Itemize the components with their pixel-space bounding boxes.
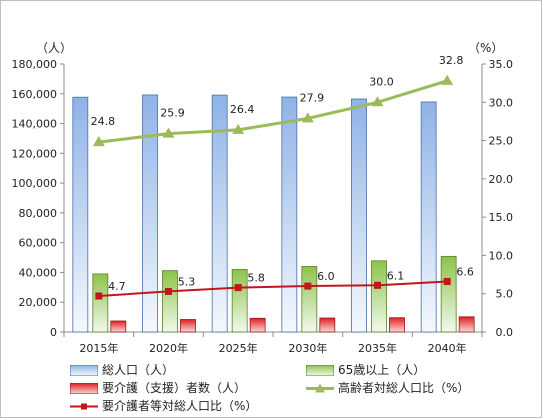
bar-total-population (211, 94, 228, 333)
left-tick-label: 80,000 (19, 207, 58, 220)
bar-care-needed (458, 316, 475, 333)
x-tick-label: 2040年 (428, 341, 467, 355)
bar-aged-65-plus (440, 255, 457, 333)
elderly-ratio-marker (92, 136, 105, 147)
right-tick-label: 35.0 (489, 58, 514, 71)
elderly-ratio-data-label: 32.8 (439, 54, 464, 67)
right-axis-unit: （%） (468, 41, 504, 55)
left-tick-label: 180,000 (12, 58, 58, 71)
bar-total-population (351, 98, 367, 333)
elderly-ratio-line (98, 79, 448, 144)
x-tick-label: 2015年 (79, 341, 118, 355)
right-tick-label: 20.0 (489, 173, 514, 186)
x-tick-label: 2025年 (219, 341, 258, 355)
right-tick-label: 30.0 (489, 96, 514, 109)
bar-care-needed (249, 317, 266, 333)
x-tick-label: 2030年 (288, 341, 327, 355)
care-ratio-marker (95, 292, 103, 300)
care-ratio-marker (234, 284, 242, 292)
right-tick-label: 5.0 (496, 288, 514, 301)
legend-swatch-care-needed (70, 383, 98, 394)
care-ratio-marker (374, 281, 381, 289)
left-tick-label: 160,000 (12, 88, 58, 101)
bar-aged-65-plus (301, 266, 318, 333)
bar-total-population (281, 96, 298, 333)
elderly-ratio-data-label: 27.9 (300, 91, 325, 104)
left-tick-label: 120,000 (12, 147, 58, 160)
x-tick-label: 2035年 (358, 341, 397, 355)
legend-swatch-elderly-ratio (306, 383, 334, 393)
elderly-ratio-data-label: 30.0 (369, 75, 394, 88)
legend: 総人口（人） 65歳以上（人） 要介護（支援）者数（人） 高齢者対総人口比（%）… (70, 362, 510, 416)
care-ratio-marker (304, 282, 312, 290)
left-axis-unit: （人） (36, 41, 73, 55)
bar-care-needed (110, 320, 127, 333)
elderly-ratio-marker (301, 112, 314, 123)
care-ratio-marker (165, 287, 172, 295)
legend-label-care-needed: 要介護（支援）者数（人） (102, 381, 247, 395)
left-tick-label: 20,000 (19, 296, 58, 309)
right-tick-label: 0.0 (496, 326, 514, 339)
left-tick-label: 0 (50, 326, 57, 339)
left-tick-label: 60,000 (19, 237, 58, 250)
right-tick-label: 15.0 (489, 211, 514, 224)
care-ratio-data-label: 5.3 (178, 275, 196, 288)
bar-care-needed (180, 319, 196, 333)
left-tick-label: 140,000 (12, 118, 58, 131)
bar-total-population (142, 94, 158, 333)
legend-label-elderly-ratio: 高齢者対総人口比（%） (338, 381, 470, 395)
bar-care-needed (389, 317, 405, 333)
right-tick-label: 25.0 (489, 135, 514, 148)
elderly-ratio-data-label: 25.9 (160, 107, 185, 120)
care-ratio-marker (443, 277, 451, 285)
legend-label-care-ratio: 要介護者等対総人口比（%） (102, 399, 258, 413)
legend-label-total-population: 総人口（人） (102, 363, 175, 377)
care-ratio-data-label: 6.1 (387, 269, 405, 282)
bar-total-population (420, 101, 437, 333)
left-tick-label: 40,000 (19, 266, 58, 279)
care-ratio-data-label: 6.0 (317, 270, 335, 283)
legend-swatch-aged-65-plus (306, 365, 334, 376)
bar-aged-65-plus (162, 270, 178, 333)
legend-label-aged-65-plus: 65歳以上（人） (338, 363, 426, 377)
bar-aged-65-plus (371, 260, 387, 333)
elderly-ratio-marker (371, 96, 384, 107)
elderly-ratio-marker (162, 127, 175, 138)
left-tick-label: 100,000 (12, 177, 58, 190)
care-ratio-line (98, 280, 448, 298)
elderly-ratio-data-label: 24.8 (91, 115, 116, 128)
elderly-ratio-marker (441, 74, 454, 85)
x-tick-label: 2020年 (149, 341, 188, 355)
care-ratio-data-label: 5.8 (247, 272, 265, 285)
elderly-ratio-data-label: 26.4 (230, 103, 255, 116)
bar-aged-65-plus (231, 269, 248, 333)
bar-aged-65-plus (92, 273, 109, 333)
bar-care-needed (319, 317, 336, 333)
legend-swatch-care-ratio (70, 403, 98, 410)
care-ratio-data-label: 6.6 (456, 265, 474, 278)
care-ratio-data-label: 4.7 (108, 280, 126, 293)
elderly-ratio-marker (232, 123, 245, 134)
bar-total-population (72, 96, 89, 333)
right-tick-label: 10.0 (489, 249, 514, 262)
legend-swatch-total-population (70, 365, 98, 376)
